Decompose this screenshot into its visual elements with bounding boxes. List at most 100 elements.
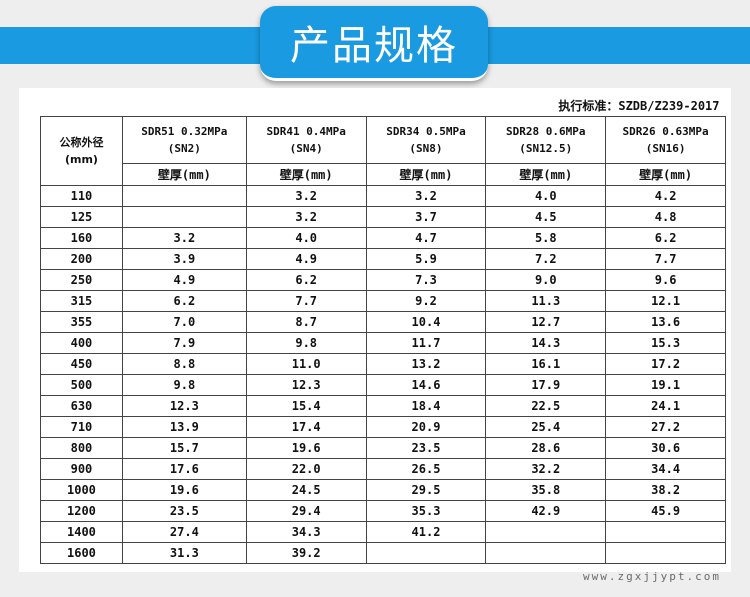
diameter-cell: 1000 xyxy=(40,479,123,501)
wall-thickness-cell: 11.3 xyxy=(485,290,607,312)
wall-thickness-cell: 7.2 xyxy=(485,248,607,270)
diameter-cell: 1600 xyxy=(40,542,123,564)
wall-thickness-cell: 35.3 xyxy=(365,500,487,522)
wall-thickness-cell: 17.2 xyxy=(605,353,726,375)
wall-thickness-cell xyxy=(605,521,726,543)
diameter-header-label: 公称外径 xyxy=(59,136,104,149)
wall-thickness-cell: 5.8 xyxy=(485,227,607,249)
wall-thickness-cell: 23.5 xyxy=(121,500,247,522)
sdr51-header: SDR51 0.32MPa (SN2) xyxy=(121,116,247,164)
wall-thickness-cell: 7.3 xyxy=(365,269,487,291)
header-row: 公称外径 (mm) SDR51 0.32MPa (SN2) SDR41 0.4M… xyxy=(40,116,726,186)
table-row: 1600 31.3 39.2 xyxy=(40,542,726,564)
wall-thickness-cell xyxy=(605,542,726,564)
diameter-cell: 630 xyxy=(40,395,123,417)
diameter-cell: 315 xyxy=(40,290,123,312)
table-row: 900 17.6 22.0 26.5 32.2 34.4 xyxy=(40,458,726,480)
wall-thickness-cell: 10.4 xyxy=(365,311,487,333)
wall-thickness-cell: 26.5 xyxy=(365,458,487,480)
spec-table: 执行标准：SZDB/Z239-2017 公称外径 (mm) SDR51 0.32… xyxy=(40,96,726,564)
wall-thickness-cell: 13.6 xyxy=(605,311,726,333)
wall-thickness-row: 壁厚(mm) 壁厚(mm) 壁厚(mm) 壁厚(mm) 壁厚(mm) xyxy=(41,163,726,186)
wall-thickness-cell: 17.4 xyxy=(245,416,367,438)
wall-thickness-cell xyxy=(121,185,247,207)
wall-thickness-cell: 30.6 xyxy=(605,437,726,459)
sdr-header-rating: SDR41 0.4MPa xyxy=(266,125,346,138)
wall-thickness-cell: 19.6 xyxy=(121,479,247,501)
diameter-cell: 160 xyxy=(40,227,123,249)
wall-thickness-cell: 15.7 xyxy=(121,437,247,459)
wall-thickness-cell: 11.0 xyxy=(245,353,367,375)
wall-thickness-cell: 17.6 xyxy=(121,458,247,480)
sdr-header-class: (SN12.5) xyxy=(519,142,573,155)
wall-thickness-cell: 9.0 xyxy=(485,269,607,291)
wall-thickness-cell xyxy=(121,206,247,228)
wall-thickness-cell: 8.8 xyxy=(121,353,247,375)
title-banner: 产品规格 xyxy=(260,6,488,81)
wall-thickness-cell: 28.6 xyxy=(485,437,607,459)
wall-thickness-label: 壁厚(mm) xyxy=(605,163,726,186)
wall-thickness-cell: 20.9 xyxy=(365,416,487,438)
wall-thickness-cell: 22.5 xyxy=(485,395,607,417)
wall-thickness-label: 壁厚(mm) xyxy=(365,163,487,186)
table-row: 1000 19.6 24.5 29.5 35.8 38.2 xyxy=(40,479,726,501)
wall-thickness-cell: 45.9 xyxy=(605,500,726,522)
diameter-cell: 900 xyxy=(40,458,123,480)
spec-card: 执行标准：SZDB/Z239-2017 公称外径 (mm) SDR51 0.32… xyxy=(19,88,731,572)
wall-thickness-cell: 12.3 xyxy=(245,374,367,396)
diameter-cell: 400 xyxy=(40,332,123,354)
table-row: 630 12.3 15.4 18.4 22.5 24.1 xyxy=(40,395,726,417)
wall-thickness-cell: 13.9 xyxy=(121,416,247,438)
wall-thickness-cell: 27.4 xyxy=(121,521,247,543)
wall-thickness-cell: 11.7 xyxy=(365,332,487,354)
wall-thickness-cell: 27.2 xyxy=(605,416,726,438)
diameter-header-unit: (mm) xyxy=(64,153,98,166)
wall-thickness-cell: 14.3 xyxy=(485,332,607,354)
wall-thickness-cell: 9.2 xyxy=(365,290,487,312)
wall-thickness-cell: 15.4 xyxy=(245,395,367,417)
wall-thickness-cell: 39.2 xyxy=(245,542,367,564)
diameter-cell: 250 xyxy=(40,269,123,291)
table-row: 400 7.9 9.8 11.7 14.3 15.3 xyxy=(40,332,726,354)
wall-thickness-cell: 3.2 xyxy=(245,206,367,228)
table-row: 250 4.9 6.2 7.3 9.0 9.6 xyxy=(40,269,726,291)
wall-thickness-cell: 38.2 xyxy=(605,479,726,501)
wall-thickness-cell: 35.8 xyxy=(485,479,607,501)
diameter-cell: 200 xyxy=(40,248,123,270)
diameter-cell: 710 xyxy=(40,416,123,438)
wall-thickness-cell: 9.6 xyxy=(605,269,726,291)
sdr41-header: SDR41 0.4MPa (SN4) xyxy=(245,116,367,164)
wall-thickness-cell: 4.5 xyxy=(485,206,607,228)
wall-thickness-cell: 19.1 xyxy=(605,374,726,396)
wall-thickness-cell: 15.3 xyxy=(605,332,726,354)
wall-thickness-cell: 29.5 xyxy=(365,479,487,501)
table-row: 315 6.2 7.7 9.2 11.3 12.1 xyxy=(40,290,726,312)
wall-thickness-label: 壁厚(mm) xyxy=(245,163,367,186)
wall-thickness-cell: 19.6 xyxy=(245,437,367,459)
table-row: 710 13.9 17.4 20.9 25.4 27.2 xyxy=(40,416,726,438)
wall-thickness-cell: 13.2 xyxy=(365,353,487,375)
wall-thickness-label: 壁厚(mm) xyxy=(485,163,607,186)
wall-thickness-cell: 32.2 xyxy=(485,458,607,480)
watermark: www.zgxjjypt.com xyxy=(583,570,721,583)
diameter-cell: 1200 xyxy=(40,500,123,522)
diameter-header: 公称外径 (mm) xyxy=(40,116,123,186)
standard-label: 执行标准：SZDB/Z239-2017 xyxy=(40,96,726,117)
wall-thickness-cell: 3.2 xyxy=(245,185,367,207)
wall-thickness-cell: 7.0 xyxy=(121,311,247,333)
wall-thickness-cell: 12.7 xyxy=(485,311,607,333)
wall-thickness-cell: 9.8 xyxy=(121,374,247,396)
wall-thickness-cell: 24.5 xyxy=(245,479,367,501)
diameter-cell: 1400 xyxy=(40,521,123,543)
wall-thickness-cell: 4.9 xyxy=(121,269,247,291)
wall-thickness-cell: 3.2 xyxy=(365,185,487,207)
sdr26-header: SDR26 0.63MPa (SN16) xyxy=(605,116,726,164)
sdr28-header: SDR28 0.6MPa (SN12.5) xyxy=(485,116,607,164)
wall-thickness-cell: 42.9 xyxy=(485,500,607,522)
wall-thickness-cell: 3.9 xyxy=(121,248,247,270)
wall-thickness-cell: 22.0 xyxy=(245,458,367,480)
wall-thickness-cell xyxy=(485,521,607,543)
wall-thickness-cell xyxy=(485,542,607,564)
table-row: 355 7.0 8.7 10.4 12.7 13.6 xyxy=(40,311,726,333)
wall-thickness-cell: 34.4 xyxy=(605,458,726,480)
